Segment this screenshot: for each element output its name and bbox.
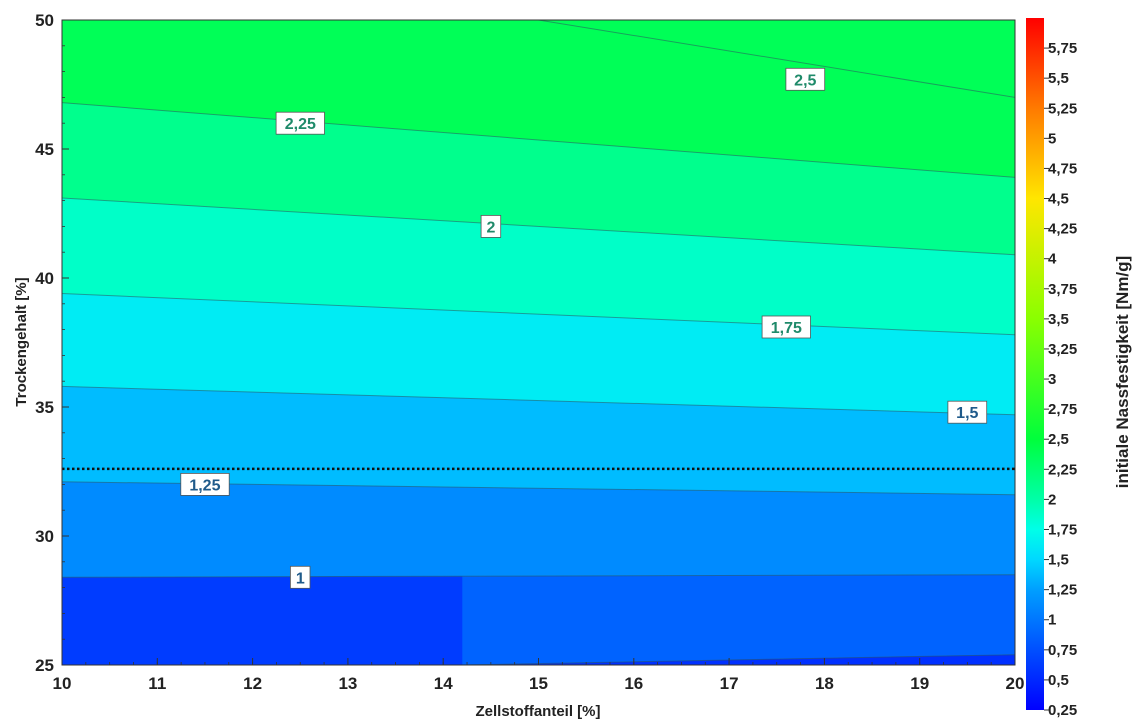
colorbar-tick-label: 5 [1048,130,1056,147]
y-tick-label: 30 [35,527,54,546]
x-tick-label: 18 [815,674,834,693]
colorbar-tick-label: 3 [1048,371,1056,388]
contour-label-box [275,111,325,135]
contour-label: 1,5 [956,405,978,422]
y-tick-label: 50 [35,11,54,30]
x-tick-label: 15 [529,674,548,693]
colorbar-ticks: 0,25 0,5 0,75 1 1,25 1,5 1,75 2 2,25 2,5 2,75 3 3,25… [1044,40,1077,719]
contour-label: 1 [296,570,305,587]
x-tick-label: 13 [338,674,357,693]
x-tick-label: 10 [53,674,72,693]
colorbar-tick-label: 3,75 [1048,281,1077,298]
colorbar-tick-label: 0,5 [1048,672,1069,689]
contour-label-box [180,472,230,496]
x-tick-label: 14 [434,674,453,693]
x-tick-label: 11 [148,674,166,693]
contour-line [538,20,1015,98]
colorbar-tick-label: 1 [1048,612,1056,629]
x-tick-label: 12 [243,674,262,693]
colorbar-tick-label: 0,25 [1048,702,1077,719]
colorbar-tick-label: 4 [1048,251,1057,268]
colorbar-tick-label: 5,5 [1048,70,1069,87]
contour-label-box [289,565,311,589]
contour-line [462,654,1015,665]
colorbar-tick-label: 4,5 [1048,191,1069,208]
y-tick-label: 25 [35,656,54,675]
x-axis-label: Zellstoffanteil [%] [475,703,600,720]
colorbar-tick-label: 1,75 [1048,522,1077,539]
contour-line [62,293,1015,336]
contour-labels: 1 1,25 1,5 1,75 2 2,25 2,5 [180,67,988,589]
contour-line [62,102,1015,178]
colorbar-tick-label: 5,25 [1048,100,1077,117]
colorbar-label: initiale Nassfestigkeit [Nm/g] [1113,256,1132,488]
contour-bands [62,20,1015,665]
x-tick-label: 16 [624,674,643,693]
contour-line [62,197,1015,256]
contour-lines [62,20,1015,665]
colorbar-tick-label: 3,5 [1048,311,1069,328]
colorbar-tick-label: 4,25 [1048,221,1077,238]
colorbar-tick-label: 2,5 [1048,431,1069,448]
colorbar-tick-label: 2,25 [1048,461,1077,478]
x-tick-label: 19 [910,674,929,693]
contour-line [62,385,1015,416]
colorbar-tick-label: 4,75 [1048,160,1077,177]
y-axis: 25 30 35 40 45 50 [35,11,69,675]
colorbar [1026,18,1044,710]
colorbar-tick-label: 2,75 [1048,401,1077,418]
contour-label: 2,25 [285,116,316,133]
colorbar-tick-label: 1,5 [1048,552,1069,569]
x-tick-label: 20 [1006,674,1025,693]
colorbar-tick-label: 0,75 [1048,642,1077,659]
colorbar-tick-label: 2 [1048,491,1056,508]
contour-label-box [785,67,826,91]
y-tick-label: 35 [35,398,54,417]
contour-label: 2,5 [794,72,816,89]
colorbar-tick-label: 5,75 [1048,40,1077,57]
colorbar-tick-label: 3,25 [1048,341,1077,358]
x-axis: 10 11 12 13 14 15 16 17 18 19 20 [53,658,1025,693]
contour-band [62,20,1015,178]
contour-label: 1,25 [189,477,220,494]
contour-label: 1,75 [771,320,802,337]
contour-label-box [480,214,502,238]
y-tick-label: 45 [35,140,54,159]
y-tick-label: 40 [35,269,54,288]
contour-label-box [761,315,811,339]
contour-line [62,574,1015,578]
y-axis-label: Trockengehalt [%] [13,277,30,406]
colorbar-tick-label: 1,25 [1048,582,1077,599]
contour-label-box [947,400,988,424]
contour-label: 2 [486,219,495,236]
x-tick-label: 17 [720,674,739,693]
